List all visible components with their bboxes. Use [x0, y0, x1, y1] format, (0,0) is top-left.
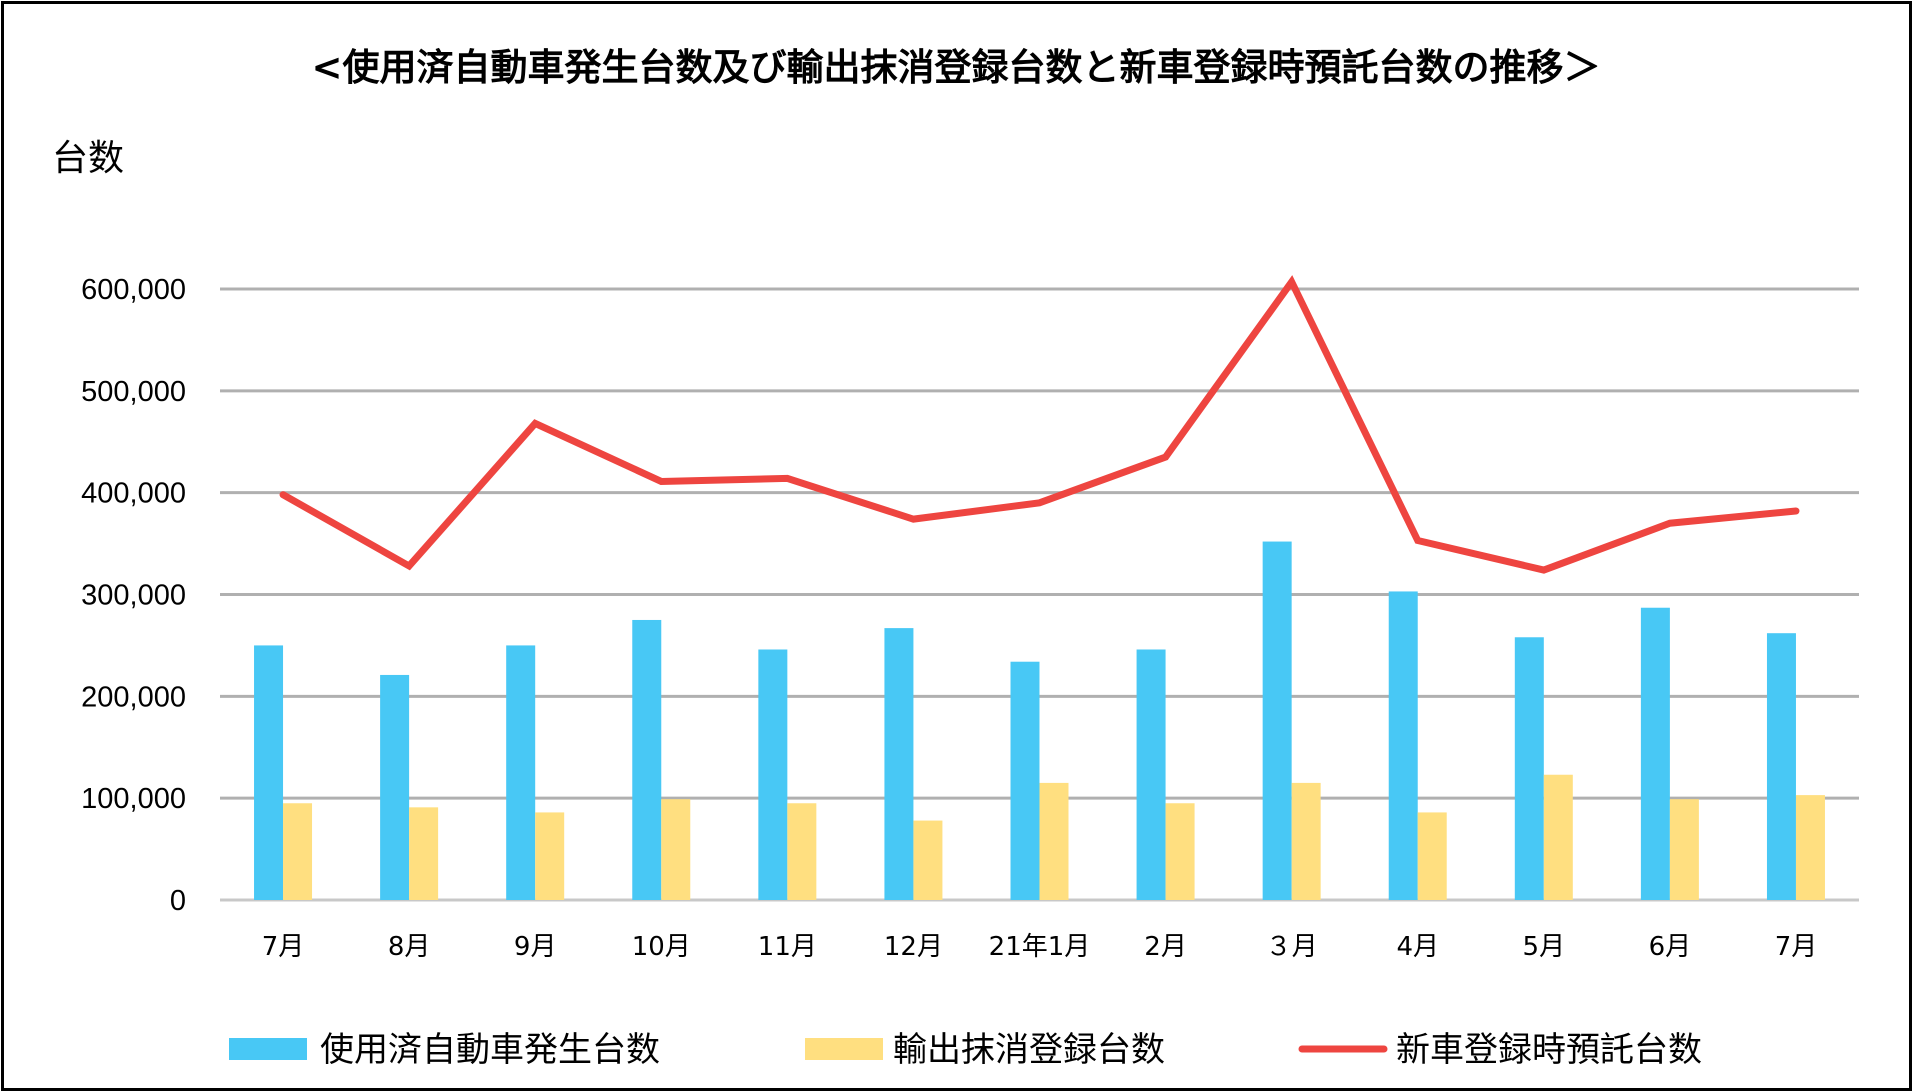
y-tick-label: 300,000 [81, 580, 186, 612]
x-tick-label: 9月 [514, 932, 557, 962]
bar-scrapped [1010, 661, 1040, 900]
bar-scrapped [1766, 633, 1796, 900]
bar-scrapped [1388, 591, 1418, 900]
bar-export [1543, 774, 1573, 900]
bar-export [1291, 782, 1321, 900]
bar-export [1417, 812, 1447, 900]
y-tick-label: 500,000 [81, 376, 186, 408]
y-tick-label: 0 [170, 885, 186, 917]
x-tick-label: 10月 [632, 932, 691, 962]
legend-label: 輸出抹消登録台数 [893, 1030, 1165, 1070]
y-tick-label: 100,000 [81, 783, 186, 815]
x-tick-label: 7月 [1775, 932, 1818, 962]
legend-swatch [805, 1038, 883, 1060]
line-series-deposit [279, 275, 1800, 574]
bar-scrapped [380, 674, 410, 900]
bar-export [535, 812, 565, 900]
bar-export [1795, 795, 1825, 900]
bar-export [1039, 782, 1069, 900]
bar-export [913, 820, 943, 900]
legend-label: 使用済自動車発生台数 [320, 1030, 660, 1070]
x-tick-label: 11月 [758, 932, 817, 962]
bar-export [661, 799, 691, 900]
chart-title: <使用済自動車発生台数及び輸出抹消登録台数と新車登録時預託台数の推移＞ [312, 46, 1601, 89]
bar-scrapped [1136, 649, 1166, 900]
y-tick-label: 400,000 [81, 478, 186, 510]
bar-scrapped [632, 619, 662, 900]
x-tick-label: 7月 [262, 932, 305, 962]
x-tick-label: 5月 [1523, 932, 1566, 962]
bar-scrapped [1640, 607, 1670, 900]
bar-scrapped [506, 645, 536, 900]
bar-export [283, 803, 313, 900]
bar-export [787, 803, 817, 900]
bar-export [409, 807, 439, 900]
x-tick-label: 8月 [388, 932, 431, 962]
x-tick-label: 21年1月 [989, 932, 1091, 962]
x-tick-label: 2月 [1144, 932, 1187, 962]
legend-swatch [229, 1038, 307, 1060]
y-tick-label: 200,000 [81, 681, 186, 713]
bar-export [1669, 799, 1699, 900]
legend-label: 新車登録時預託台数 [1396, 1030, 1702, 1070]
bar-scrapped [884, 628, 914, 900]
bar-scrapped [1262, 541, 1292, 900]
x-tick-label: 4月 [1396, 932, 1439, 962]
y-tick-label: 600,000 [81, 274, 186, 306]
x-tick-label: 6月 [1649, 932, 1692, 962]
x-tick-label: 12月 [884, 932, 943, 962]
y-axis-label: 台数 [52, 138, 124, 179]
bar-scrapped [254, 645, 284, 900]
bar-export [1165, 803, 1195, 900]
x-tick-label: ３月 [1266, 932, 1318, 962]
bar-scrapped [1514, 637, 1544, 900]
bar-scrapped [758, 649, 788, 900]
